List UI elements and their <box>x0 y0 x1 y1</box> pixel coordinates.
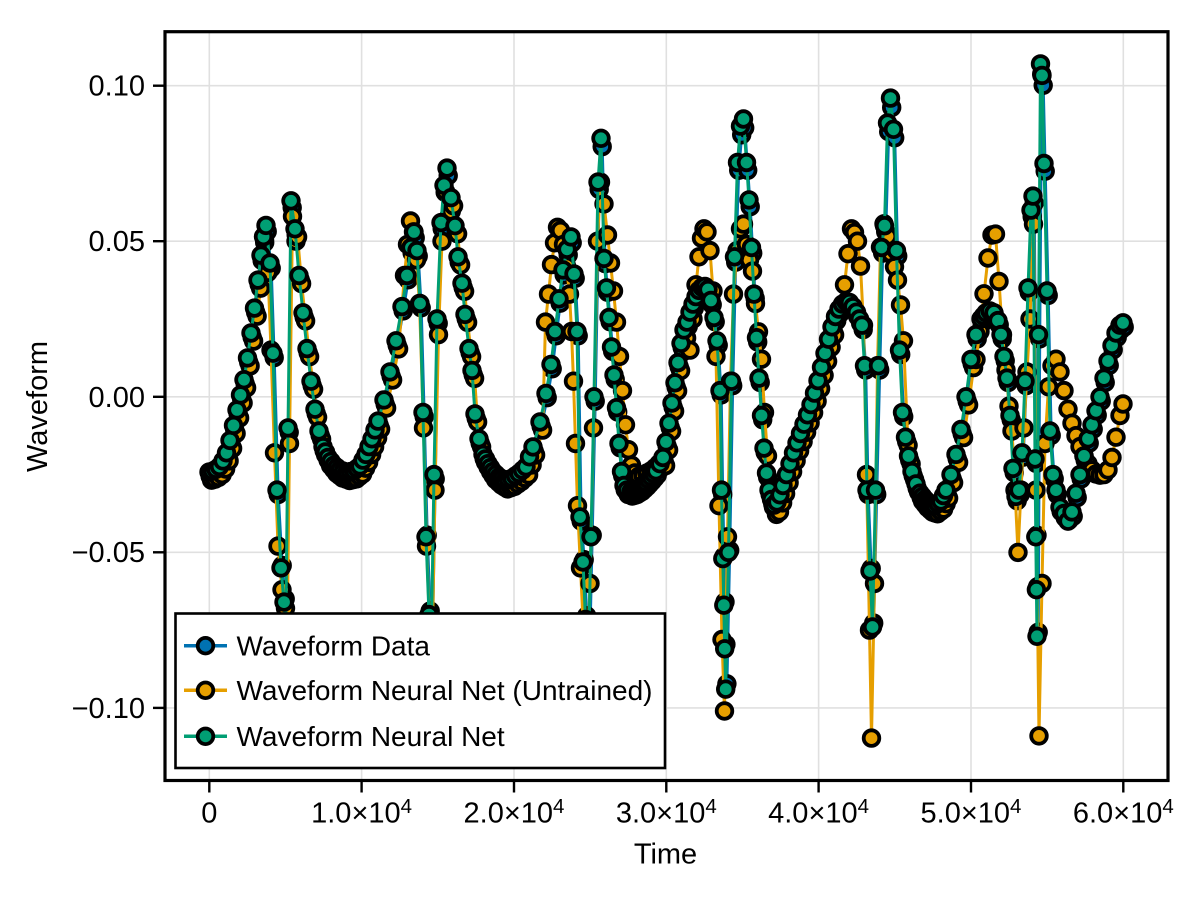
svg-text:3.0×104: 3.0×104 <box>616 795 717 830</box>
svg-text:Waveform: Waveform <box>22 341 54 472</box>
svg-text:Time: Time <box>634 838 697 870</box>
svg-text:0.10: 0.10 <box>89 71 145 103</box>
svg-text:5.0×104: 5.0×104 <box>921 795 1022 830</box>
svg-text:0.05: 0.05 <box>89 226 145 258</box>
svg-text:2.0×104: 2.0×104 <box>464 795 565 830</box>
svg-text:0.00: 0.00 <box>89 382 145 414</box>
svg-text:−0.10: −0.10 <box>72 693 145 725</box>
svg-text:6.0×104: 6.0×104 <box>1073 795 1174 830</box>
svg-text:1.0×104: 1.0×104 <box>311 795 412 830</box>
svg-text:4.0×104: 4.0×104 <box>768 795 869 830</box>
svg-text:Waveform Data: Waveform Data <box>237 631 431 662</box>
svg-text:Waveform Neural Net (Untrained: Waveform Neural Net (Untrained) <box>237 675 653 706</box>
svg-text:Waveform Neural Net: Waveform Neural Net <box>237 721 505 752</box>
svg-text:−0.05: −0.05 <box>72 537 145 569</box>
svg-text:0: 0 <box>201 798 217 830</box>
